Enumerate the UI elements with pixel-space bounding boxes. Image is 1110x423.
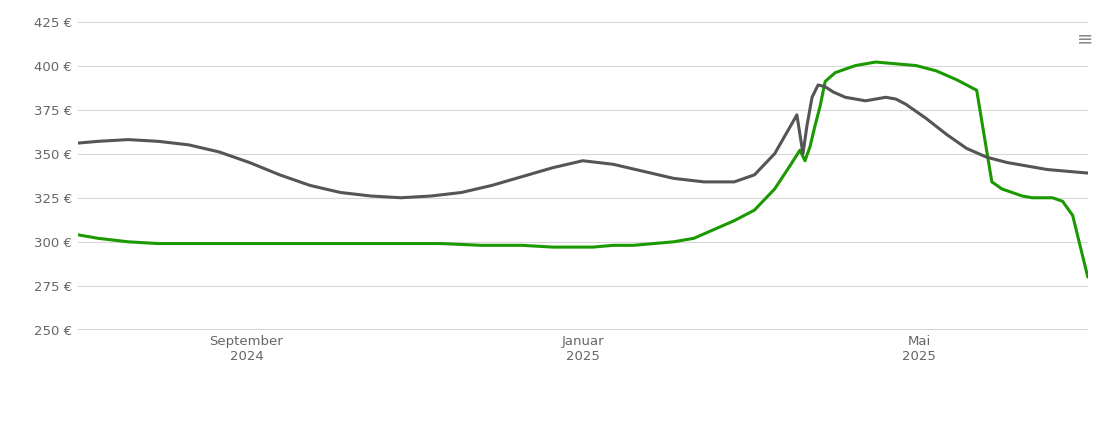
- Legend: lose Ware, Sackware: lose Ware, Sackware: [457, 418, 708, 423]
- Text: ≡: ≡: [1077, 30, 1093, 49]
